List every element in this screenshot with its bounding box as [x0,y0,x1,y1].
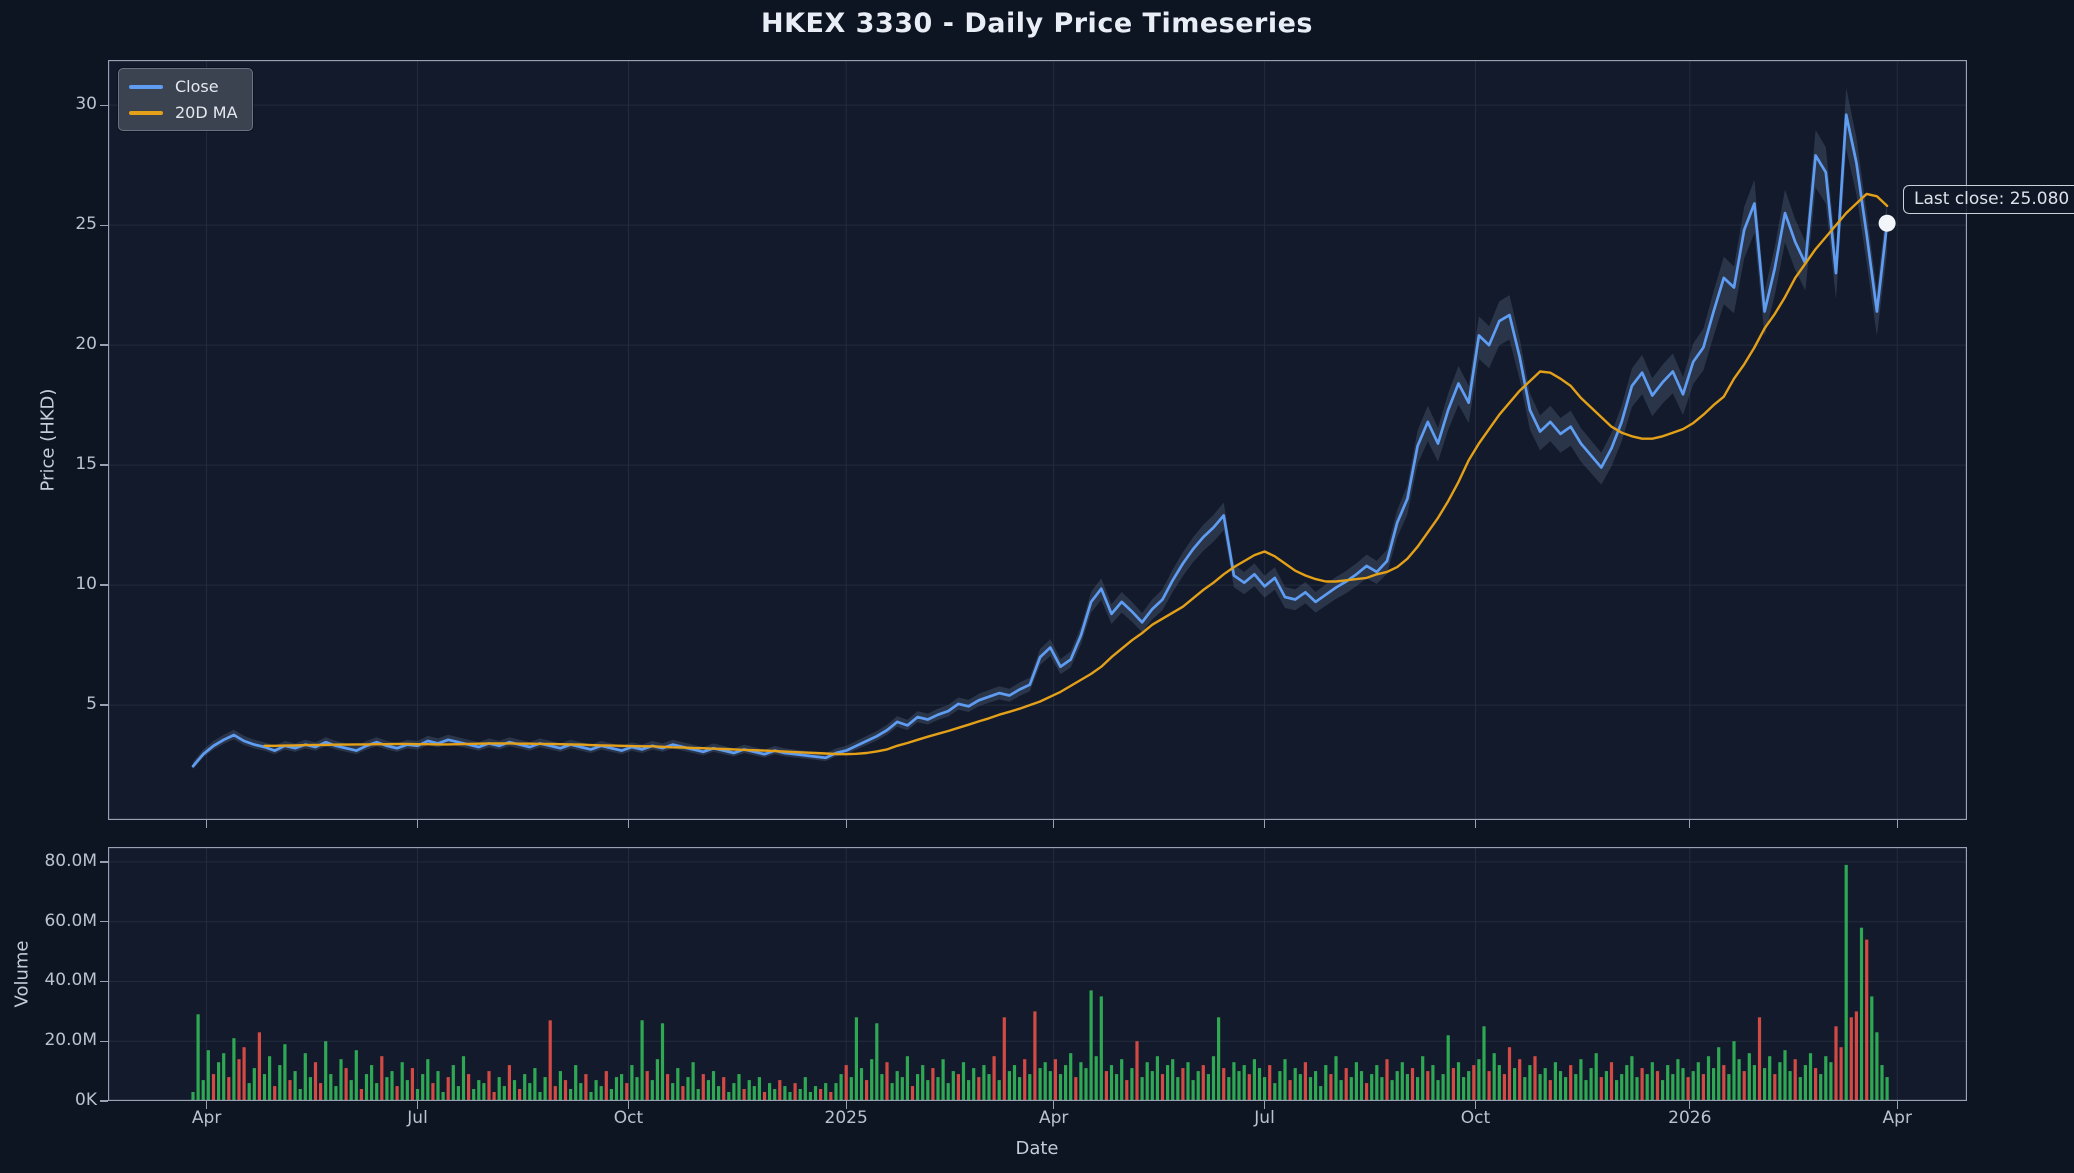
volume-y-tick-label: 20.0M [44,1030,97,1051]
x-tick-label: Oct [613,1108,644,1128]
volume-x-tick [206,1101,208,1109]
price-x-tick [627,820,630,828]
price-x-tick [1474,820,1477,828]
last-close-annotation: Last close: 25.080 [1903,185,2074,214]
x-tick-label: Jul [1254,1108,1275,1128]
volume-x-tick [416,1101,419,1109]
price-y-tick-label: 15 [75,454,97,475]
x-tick-label: Oct [1460,1108,1491,1128]
price-x-tick [1053,820,1055,828]
volume-x-tick [1474,1101,1477,1109]
legend-item-ma: 20D MA [129,103,238,122]
volume-y-tick [100,921,108,923]
volume-y-tick [100,1040,108,1042]
price-y-tick [100,224,108,226]
x-tick-label: 2026 [1668,1108,1712,1128]
price-chart [108,60,1967,820]
price-y-tick-label: 20 [75,334,97,355]
price-x-tick [1263,820,1266,828]
volume-y-tick [100,980,108,983]
price-y-tick [100,344,108,346]
x-axis-label: Date [1015,1138,1059,1159]
price-y-tick-label: 10 [75,574,97,595]
price-x-tick [845,820,847,828]
price-x-tick [1896,820,1898,828]
legend-item-close: Close [129,77,238,96]
price-x-tick [416,820,419,828]
price-y-axis-label: Price (HKD) [37,388,59,492]
volume-x-tick [1053,1101,1055,1109]
volume-x-tick [1689,1101,1691,1109]
price-x-tick [1689,820,1691,828]
volume-x-tick [1896,1101,1898,1109]
volume-y-tick-label: 40.0M [44,970,97,991]
volume-y-tick [100,861,108,863]
price-y-tick [100,464,108,466]
legend-label-ma: 20D MA [175,103,238,122]
volume-y-tick-label: 80.0M [44,850,97,871]
price-y-tick [100,704,108,706]
volume-chart [108,847,1967,1101]
x-tick-label: 2025 [824,1108,868,1128]
price-y-tick-label: 5 [86,694,97,715]
volume-x-tick [845,1101,847,1109]
volume-y-tick-label: 60.0M [44,910,97,931]
volume-x-tick [627,1101,630,1109]
volume-x-tick [1263,1101,1266,1109]
ma-line-swatch [129,110,163,115]
price-y-tick-label: 30 [75,94,97,115]
close-line-swatch [129,84,163,89]
price-x-tick [206,820,208,828]
x-tick-label: Jul [407,1108,428,1128]
x-tick-label: Apr [1882,1108,1912,1128]
legend: Close 20D MA [118,68,253,131]
volume-y-tick-label: 0K [75,1090,97,1110]
x-tick-label: Apr [191,1108,222,1128]
price-y-tick [100,104,108,106]
price-y-tick-label: 25 [75,214,97,235]
x-tick-label: Apr [1038,1108,1069,1128]
volume-y-tick [100,1100,108,1102]
legend-label-close: Close [175,77,219,96]
price-y-tick [100,584,108,586]
chart-title: HKEX 3330 - Daily Price Timeseries [760,8,1313,39]
